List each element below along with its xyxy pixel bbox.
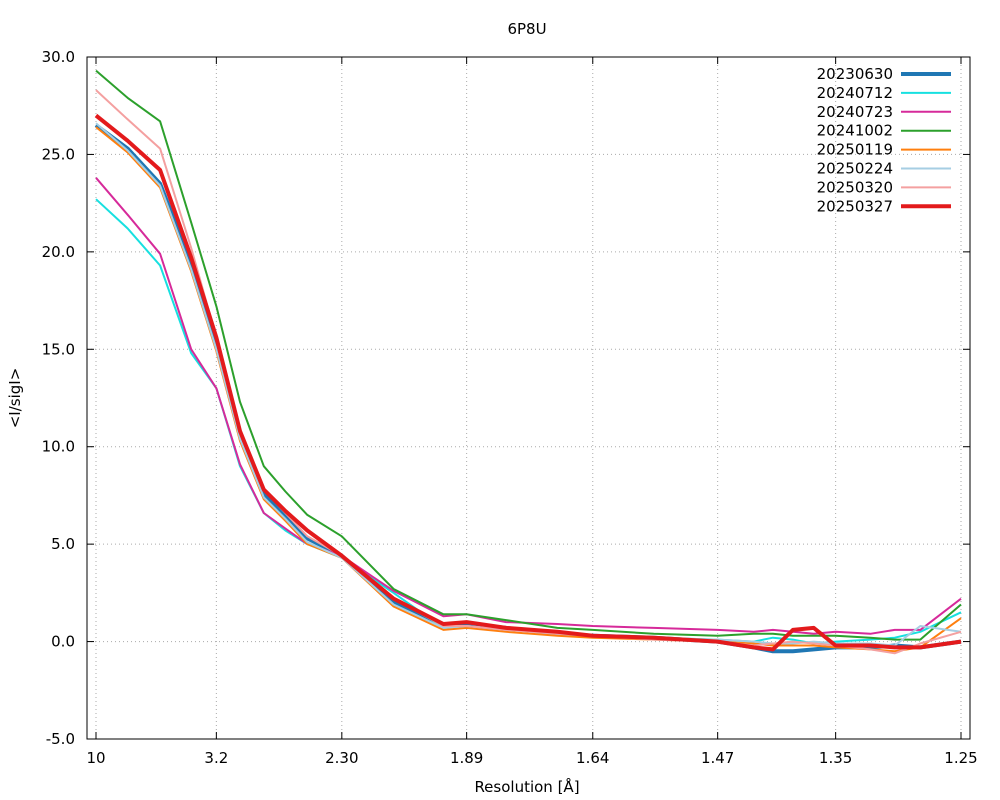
legend-label: 20250224 bbox=[817, 160, 893, 178]
x-tick-label: 1.64 bbox=[576, 749, 609, 767]
series-line-20241002 bbox=[95, 69, 962, 641]
x-tick-label: 2.30 bbox=[325, 749, 358, 767]
y-axis-ticks: -5.0 0.0 5.0 10.0 15.0 20.0 25.0 30.0 bbox=[42, 48, 970, 748]
y-tick-label: -5.0 bbox=[46, 730, 75, 748]
x-tick-label: 1.35 bbox=[819, 749, 852, 767]
plot-frame bbox=[86, 56, 971, 740]
y-axis-title: <I/sigI> bbox=[6, 368, 24, 429]
x-tick-label: 1.47 bbox=[701, 749, 734, 767]
legend-label: 20250327 bbox=[817, 197, 893, 215]
chart-title: 6P8U bbox=[507, 20, 546, 38]
y-tick-label: 5.0 bbox=[51, 535, 75, 553]
y-tick-label: 20.0 bbox=[42, 243, 75, 261]
legend-label: 20230630 bbox=[817, 65, 893, 83]
x-tick-label: 10 bbox=[86, 749, 105, 767]
x-tick-label: 1.25 bbox=[944, 749, 977, 767]
series-line-20250327 bbox=[94, 113, 962, 652]
legend-label: 20250320 bbox=[817, 178, 893, 196]
y-tick-label: 15.0 bbox=[42, 340, 75, 358]
legend-label: 20241002 bbox=[817, 122, 893, 140]
series-lines bbox=[94, 69, 962, 655]
legend-label: 20250119 bbox=[817, 141, 893, 159]
y-tick-label: 10.0 bbox=[42, 438, 75, 456]
x-axis-title: Resolution [Å] bbox=[474, 777, 579, 796]
y-tick-label: 25.0 bbox=[42, 145, 75, 163]
series-line-20240723 bbox=[95, 177, 962, 635]
x-tick-label: 1.89 bbox=[450, 749, 483, 767]
legend-label: 20240723 bbox=[817, 103, 893, 121]
legend: 2023063020240712202407232024100220250119… bbox=[817, 65, 951, 215]
y-tick-label: 0.0 bbox=[51, 633, 75, 651]
y-tick-label: 30.0 bbox=[42, 48, 75, 66]
legend-label: 20240712 bbox=[817, 84, 893, 102]
x-tick-label: 3.2 bbox=[204, 749, 228, 767]
x-axis-ticks: 10 3.2 2.30 1.89 1.64 1.47 1.35 1.25 bbox=[86, 57, 978, 767]
